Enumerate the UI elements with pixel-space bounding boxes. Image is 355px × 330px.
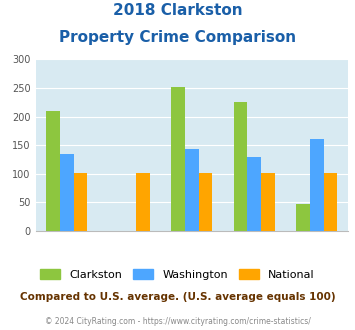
Bar	[60, 154, 73, 231]
Text: Compared to U.S. average. (U.S. average equals 100): Compared to U.S. average. (U.S. average …	[20, 292, 335, 302]
Bar	[185, 149, 198, 231]
Bar	[261, 173, 275, 231]
Bar	[323, 173, 337, 231]
Bar	[296, 204, 310, 231]
Text: © 2024 CityRating.com - https://www.cityrating.com/crime-statistics/: © 2024 CityRating.com - https://www.city…	[45, 317, 310, 326]
Bar	[73, 173, 87, 231]
Bar	[234, 102, 247, 231]
Bar	[46, 111, 60, 231]
Legend: Clarkston, Washington, National: Clarkston, Washington, National	[36, 265, 319, 284]
Text: Property Crime Comparison: Property Crime Comparison	[59, 30, 296, 45]
Bar	[310, 140, 323, 231]
Bar	[171, 87, 185, 231]
Bar	[136, 173, 150, 231]
Bar	[198, 173, 212, 231]
Text: 2018 Clarkston: 2018 Clarkston	[113, 3, 242, 18]
Bar	[247, 157, 261, 231]
